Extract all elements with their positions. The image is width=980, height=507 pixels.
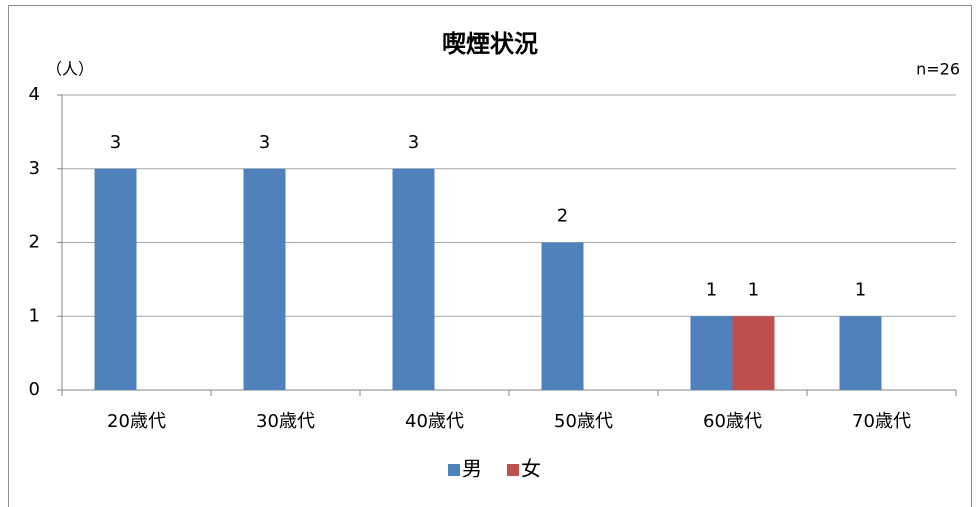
x-tick-label: 50歳代 bbox=[554, 411, 613, 432]
y-tick-label: 2 bbox=[29, 232, 40, 253]
legend-swatch bbox=[507, 464, 519, 476]
bar bbox=[392, 168, 435, 390]
data-label: 1 bbox=[855, 279, 866, 300]
annotation: n=26 bbox=[916, 60, 960, 79]
bar bbox=[690, 316, 733, 390]
x-tick-label: 70歳代 bbox=[852, 411, 911, 432]
chart-border bbox=[8, 5, 972, 507]
x-tick-label: 60歳代 bbox=[703, 411, 762, 432]
data-label: 3 bbox=[408, 132, 419, 153]
x-tick-label: 20歳代 bbox=[107, 411, 166, 432]
legend-label: 女 bbox=[521, 457, 541, 481]
bar bbox=[243, 168, 286, 390]
bar bbox=[839, 316, 882, 390]
x-tick-label: 30歳代 bbox=[256, 411, 315, 432]
data-label: 2 bbox=[557, 206, 568, 227]
data-label: 3 bbox=[259, 132, 270, 153]
y-tick-label: 1 bbox=[29, 305, 40, 326]
bar bbox=[541, 242, 584, 390]
data-label: 1 bbox=[706, 279, 717, 300]
legend-label: 男 bbox=[462, 457, 482, 481]
y-axis-label: （人） bbox=[46, 60, 94, 79]
chart-title: 喫煙状況 bbox=[442, 30, 538, 58]
data-label: 1 bbox=[748, 279, 759, 300]
y-tick-label: 3 bbox=[29, 158, 40, 179]
x-tick-label: 40歳代 bbox=[405, 411, 464, 432]
legend-swatch bbox=[448, 464, 460, 476]
y-tick-label: 4 bbox=[29, 84, 40, 105]
bar bbox=[94, 168, 137, 390]
bar bbox=[732, 316, 775, 390]
data-label: 3 bbox=[110, 132, 121, 153]
y-tick-label: 0 bbox=[29, 379, 40, 400]
